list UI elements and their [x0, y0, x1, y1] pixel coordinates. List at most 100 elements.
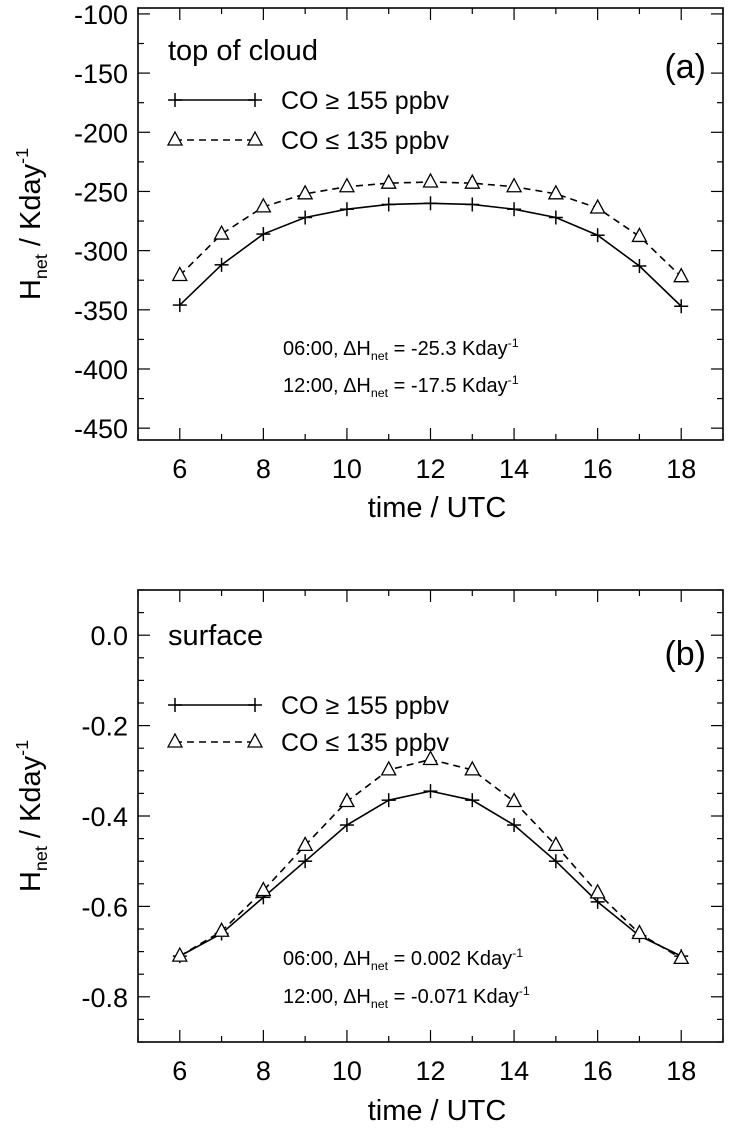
triangle-marker — [246, 732, 264, 748]
y-tick-label: -0.8 — [81, 983, 128, 1013]
x-tick-label: 8 — [256, 1056, 271, 1086]
x-tick-label: 10 — [332, 1056, 362, 1086]
triangle-marker — [380, 173, 397, 189]
plus-marker — [381, 197, 396, 212]
triangle-marker — [338, 792, 356, 808]
triangle-marker — [505, 792, 523, 808]
legend-entry: CO ≤ 135 ppbv — [166, 127, 450, 155]
plus-marker — [507, 818, 522, 833]
triangle-marker — [255, 197, 272, 213]
triangle-marker — [171, 946, 188, 962]
triangle-marker — [589, 883, 606, 899]
y-tick-label: -450 — [74, 414, 128, 444]
plus-marker — [674, 299, 689, 314]
triangle-marker — [673, 949, 690, 965]
plot-frame — [137, 589, 724, 1043]
y-tick-label: -0.4 — [81, 802, 128, 832]
plus-marker — [298, 854, 313, 869]
delta-annotation: 06:00, ΔHnet = 0.002 Kday-1 — [283, 946, 523, 973]
series-co-high — [172, 196, 689, 314]
triangle-marker — [380, 760, 397, 776]
x-tick-label: 18 — [666, 454, 696, 484]
triangle-marker — [464, 760, 481, 776]
plus-marker — [548, 854, 563, 869]
triangle-marker — [464, 173, 481, 189]
x-tick-label: 16 — [583, 454, 613, 484]
y-tick-label: -400 — [74, 355, 128, 385]
triangle-marker — [171, 266, 188, 282]
plus-marker — [298, 210, 313, 225]
delta-annotation: 12:00, ΔHnet = -17.5 Kday-1 — [283, 373, 519, 400]
plus-marker — [168, 698, 182, 712]
legend-label: CO ≥ 155 ppbv — [281, 692, 450, 720]
plus-marker — [590, 228, 605, 243]
chart-panel-b: 6 8 10 12 14 16 18 -0.8 -0.6 -0.4 -0.2 0.0 time / UT… — [12, 589, 724, 1127]
x-tick-label: 6 — [172, 454, 187, 484]
y-tick-label: -250 — [74, 177, 128, 207]
y-tick-label: -0.2 — [81, 712, 128, 742]
panel-label: (a) — [664, 48, 706, 86]
y-tick-label: -0.6 — [81, 892, 128, 922]
plus-marker — [339, 202, 354, 217]
triangle-marker — [505, 177, 523, 193]
triangle-marker — [297, 836, 314, 852]
plus-marker — [172, 298, 187, 313]
plus-marker — [423, 196, 438, 211]
y-tick-label: 0.0 — [90, 621, 128, 651]
triangle-marker — [547, 836, 564, 852]
x-tick-label: 10 — [332, 454, 362, 484]
plus-marker — [465, 793, 480, 808]
x-tick-label: 16 — [583, 1056, 613, 1086]
triangle-marker — [166, 732, 184, 748]
chart-title: top of cloud — [168, 35, 318, 67]
plus-marker — [548, 210, 563, 225]
delta-annotation: 12:00, ΔHnet = -0.071 Kday-1 — [283, 984, 530, 1011]
triangle-marker — [422, 750, 439, 766]
plus-marker — [214, 257, 229, 272]
triangle-marker — [255, 881, 272, 897]
y-tick-label: -100 — [74, 0, 128, 30]
series-co-low — [171, 750, 690, 965]
x-tick-label: 18 — [666, 1056, 696, 1086]
legend-label: CO ≥ 155 ppbv — [281, 87, 450, 115]
x-tick-label: 8 — [256, 454, 271, 484]
triangle-marker — [338, 177, 356, 193]
x-tick-label: 6 — [172, 1056, 187, 1086]
plus-marker — [339, 818, 354, 833]
legend-label: CO ≤ 135 ppbv — [281, 127, 450, 155]
y-tick-label: -350 — [74, 296, 128, 326]
triangle-marker — [673, 267, 690, 283]
y-axis-label: Hnet / Kday-1 — [12, 740, 51, 892]
triangle-marker — [422, 172, 439, 188]
x-axis-label: time / UTC — [368, 1095, 507, 1127]
triangle-marker — [213, 224, 230, 240]
plus-marker — [168, 93, 182, 107]
triangle-marker — [631, 924, 648, 940]
x-tick-label: 14 — [499, 454, 529, 484]
plus-marker — [632, 259, 647, 274]
x-tick-label: 14 — [499, 1056, 529, 1086]
plus-marker — [381, 793, 396, 808]
triangle-marker — [589, 198, 606, 214]
plus-marker — [248, 93, 262, 107]
plus-marker — [507, 202, 522, 217]
y-tick-label: -300 — [74, 237, 128, 267]
legend-entry: CO ≥ 155 ppbv — [168, 87, 450, 115]
triangle-marker — [246, 130, 264, 146]
chart-panel-a: 6 8 10 12 14 16 18 -450 -400 -350 -300 -250 -200 -150… — [12, 0, 724, 524]
delta-annotation: 06:00, ΔHnet = -25.3 Kday-1 — [283, 336, 519, 363]
triangle-marker — [297, 184, 314, 200]
legend-entry: CO ≤ 135 ppbv — [166, 729, 450, 757]
triangle-marker — [213, 921, 230, 937]
y-axis-label: Hnet / Kday-1 — [12, 148, 51, 300]
x-tick-label: 12 — [415, 1056, 445, 1086]
plus-marker — [465, 197, 480, 212]
triangle-marker — [631, 227, 648, 243]
chart-title: surface — [168, 620, 263, 652]
series-line — [179, 790, 682, 957]
triangle-marker — [547, 184, 564, 200]
legend-entry: CO ≥ 155 ppbv — [168, 692, 450, 720]
series-line — [179, 202, 682, 307]
series-co-high — [172, 784, 689, 964]
